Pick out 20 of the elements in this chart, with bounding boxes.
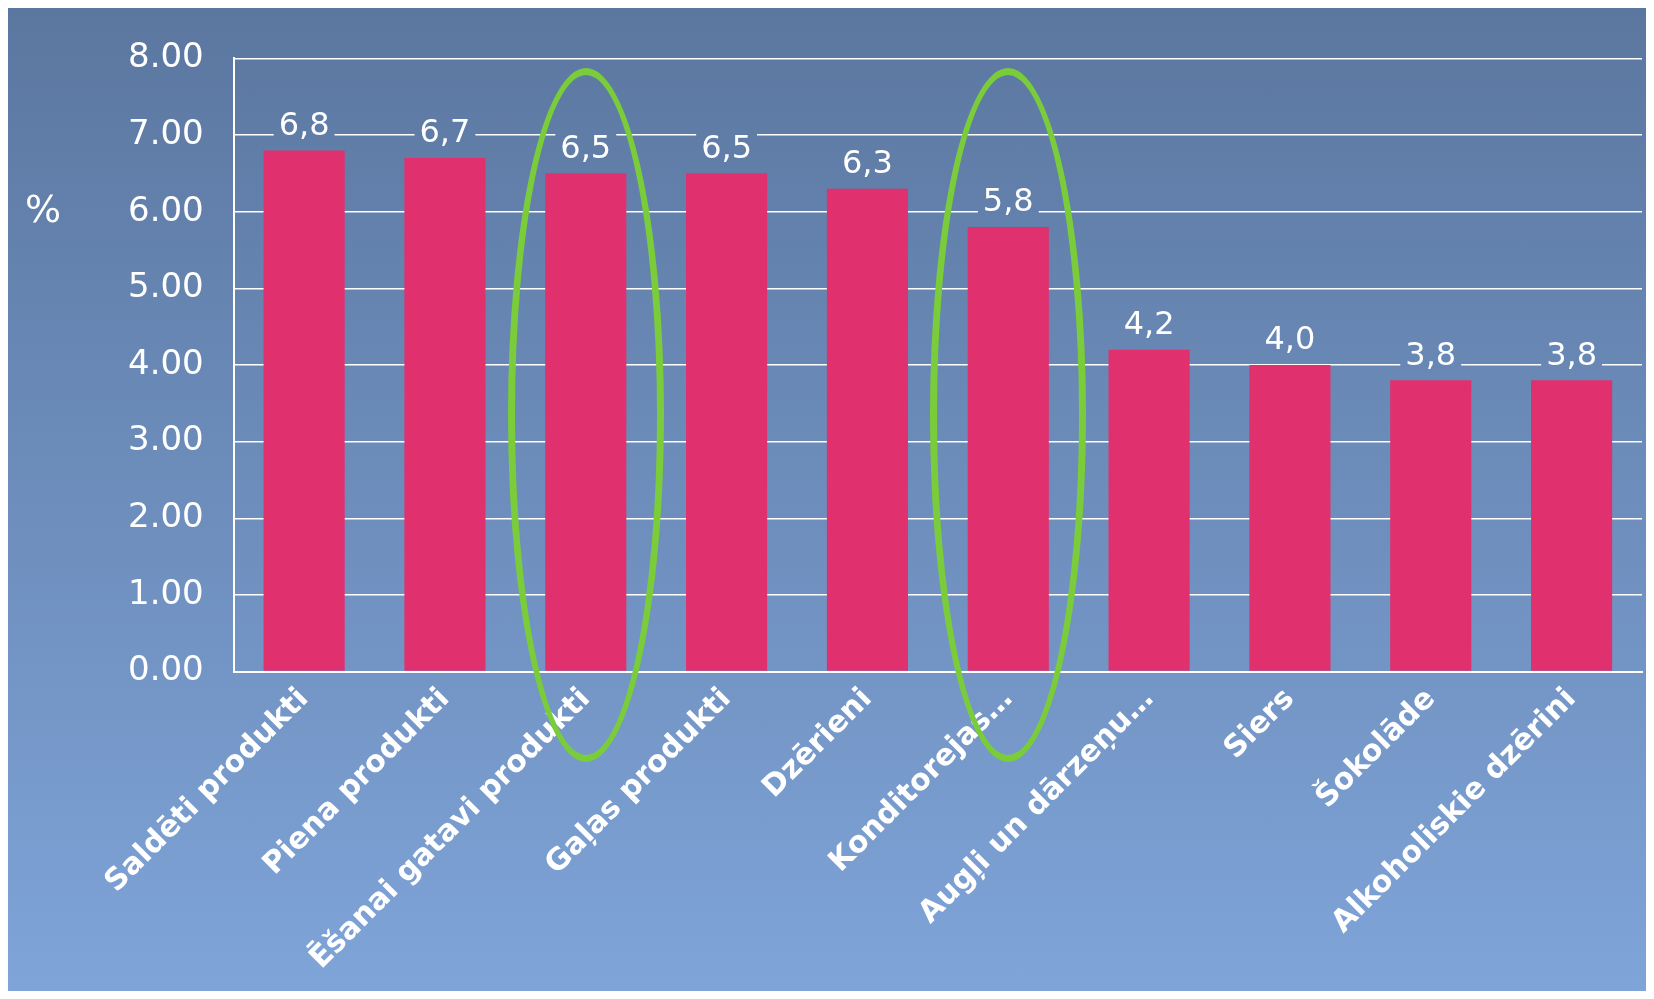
data-label: 5,8 (982, 181, 1034, 220)
data-label: 6,5 (560, 127, 612, 166)
data-label: 3,8 (1546, 334, 1598, 373)
data-label: 6,3 (841, 143, 893, 182)
data-label: 4,0 (1264, 319, 1316, 358)
data-label: 3,8 (1405, 334, 1457, 373)
y-tick-label: 8.00 (128, 35, 204, 76)
y-tick-label: 4.00 (128, 341, 204, 382)
y-tick-label: 0.00 (128, 648, 204, 689)
data-label: 6,8 (278, 104, 330, 143)
data-label: 4,2 (1123, 303, 1175, 342)
data-label: 6,7 (419, 112, 471, 151)
y-tick-label: 3.00 (128, 418, 204, 459)
y-tick-label: 2.00 (128, 495, 204, 536)
y-tick-label: 1.00 (128, 571, 204, 612)
y-tick-label: 5.00 (128, 265, 204, 306)
y-axis-title: % (24, 186, 62, 231)
data-label: 6,5 (701, 127, 753, 166)
y-tick-label: 7.00 (128, 111, 204, 152)
y-tick-label: 6.00 (128, 188, 204, 229)
